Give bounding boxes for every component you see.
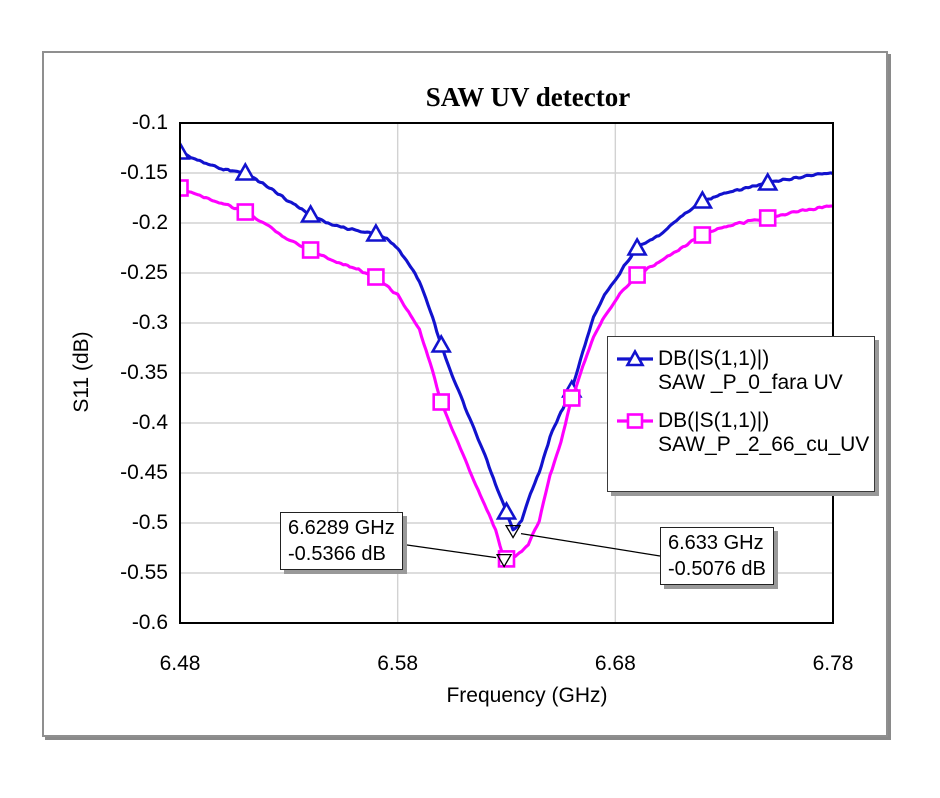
callout-connector-line [520,533,661,557]
y-tick-label: -0.3 [131,311,168,334]
square-marker [758,209,777,227]
legend-series-name: SAW _P_0_fara UV [658,371,843,394]
triangle-marker [180,140,191,160]
square-marker [301,241,320,259]
square-marker [367,268,385,286]
legend-series-expression: DB(|S(1,1)|) [658,347,770,370]
x-tick-label: 6.68 [594,652,636,675]
marker-callout-min-cu-uv[interactable]: 6.6289 GHz -0.5366 dB [280,512,403,570]
triangle-marker [626,236,648,256]
square-marker [432,393,451,411]
callout-connector-line [392,542,497,559]
legend-series-expression: DB(|S(1,1)|) [658,409,770,432]
legend-entry-fara-uv[interactable]: DB(|S(1,1)|) SAW _P_0_fara UV [616,347,874,395]
annotation-point-icon [504,524,522,539]
square-marker [180,179,189,197]
x-tick-label: 6.58 [377,652,419,675]
triangle-marker [430,333,452,353]
triangle-marker [495,500,518,520]
callout-value: -0.5076 dB [668,558,766,580]
triangle-marker [756,171,779,191]
marker-callout-min-fara-uv[interactable]: 6.633 GHz -0.5076 dB [660,527,774,585]
triangle-marker [234,161,257,181]
y-tick-label: -0.25 [120,261,168,284]
triangle-marker [691,189,714,209]
y-tick-label: -0.5 [131,511,168,534]
y-tick-label: -0.2 [131,211,168,234]
annotation-point-icon [495,553,513,568]
square-marker [562,389,581,407]
y-tick-label: -0.6 [131,611,168,634]
chart-title: SAW UV detector [425,82,631,112]
legend-series-name: SAW_P _2_66_cu_UV [658,433,870,456]
triangle-marker [299,203,322,223]
y-tick-label: -0.4 [131,411,168,434]
triangle-marker [365,222,387,242]
y-tick-label: -0.35 [120,361,168,384]
y-tick-label: -0.1 [131,111,168,134]
square-marker [497,550,516,568]
square-marker [693,226,712,244]
legend-entry-cu-uv[interactable]: DB(|S(1,1)|) SAW_P _2_66_cu_UV [616,409,874,457]
callout-value: -0.5366 dB [288,543,386,565]
legend-marker-triangle-icon [617,349,653,367]
y-tick-label: -0.15 [120,161,168,184]
y-tick-label: -0.55 [120,561,168,584]
y-tick-label: -0.45 [120,461,168,484]
x-axis-label: Frequency (GHz) [446,684,608,707]
square-marker [628,266,646,284]
callout-frequency: 6.633 GHz [668,532,764,554]
x-tick-label: 6.78 [812,652,854,675]
legend-marker-square-icon [617,413,653,429]
x-tick-label: 6.48 [159,652,201,675]
square-marker [236,203,255,221]
callout-frequency: 6.6289 GHz [288,517,395,539]
legend-box[interactable]: DB(|S(1,1)|) SAW _P_0_fara UV DB(|S(1,1)… [607,336,875,492]
